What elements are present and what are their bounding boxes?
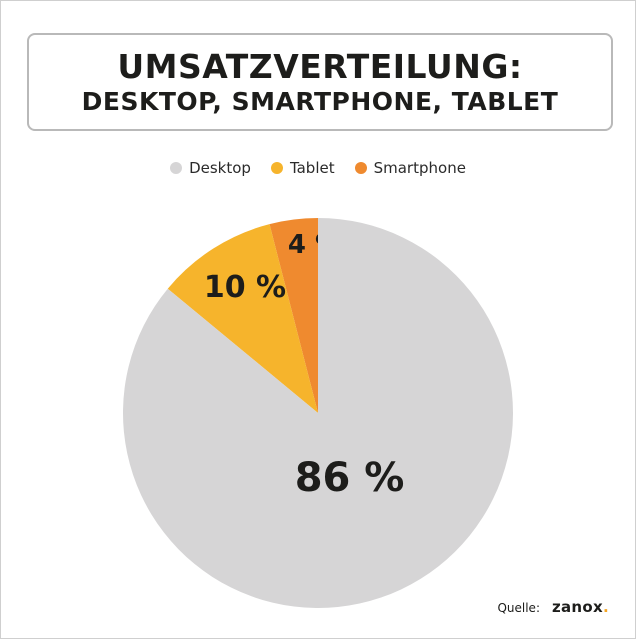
source-label: Quelle:: [497, 601, 540, 615]
pie-slice-tablet: [167, 224, 318, 413]
legend: Desktop Tablet Smartphone: [1, 159, 635, 177]
legend-swatch-smartphone: [354, 162, 367, 174]
title: UMSATZVERTEILUNG:: [117, 47, 523, 86]
pie-slice-smartphone: [269, 218, 318, 413]
legend-label-smartphone: Smartphone: [373, 159, 466, 177]
legend-swatch-desktop: [170, 162, 183, 174]
legend-swatch-tablet: [270, 162, 283, 174]
legend-item-desktop: Desktop: [170, 159, 251, 177]
pie-slice-desktop: [123, 218, 514, 608]
pie-label-tablet: 10 %: [204, 270, 286, 305]
pie-label-desktop: 86 %: [295, 455, 405, 501]
zanox-logo: zanox.: [552, 598, 609, 616]
legend-label-desktop: Desktop: [189, 159, 251, 177]
subtitle: DESKTOP, SMARTPHONE, TABLET: [81, 87, 559, 116]
legend-label-tablet: Tablet: [289, 159, 335, 177]
title-box: UMSATZVERTEILUNG: DESKTOP, SMARTPHONE, T…: [27, 33, 613, 131]
zanox-logo-text: zanox: [551, 598, 603, 616]
zanox-logo-dot: .: [603, 598, 609, 616]
legend-item-smartphone: Smartphone: [354, 159, 466, 177]
source: Quelle: zanox.: [497, 598, 609, 616]
legend-item-tablet: Tablet: [270, 159, 335, 177]
